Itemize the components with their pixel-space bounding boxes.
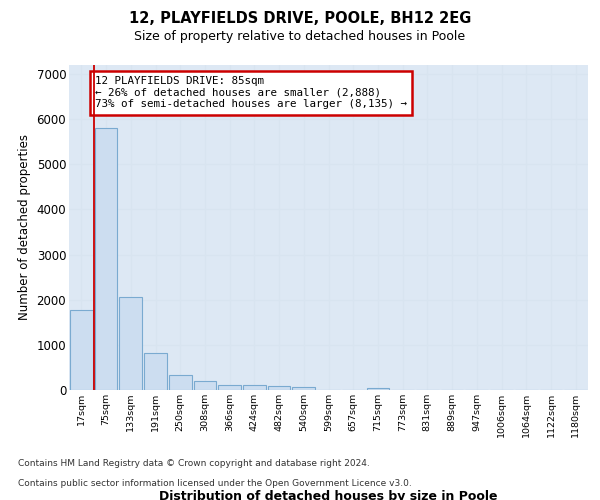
Bar <box>292 387 315 390</box>
Bar <box>194 382 216 390</box>
Bar <box>70 310 93 390</box>
Text: 12, PLAYFIELDS DRIVE, POOLE, BH12 2EG: 12, PLAYFIELDS DRIVE, POOLE, BH12 2EG <box>129 11 471 26</box>
Bar <box>144 353 167 390</box>
Text: Contains HM Land Registry data © Crown copyright and database right 2024.: Contains HM Land Registry data © Crown c… <box>18 458 370 468</box>
Bar <box>268 386 290 390</box>
Bar <box>119 297 142 390</box>
Bar <box>95 128 118 390</box>
Bar <box>218 384 241 390</box>
Bar <box>367 388 389 390</box>
Y-axis label: Number of detached properties: Number of detached properties <box>18 134 31 320</box>
Text: 12 PLAYFIELDS DRIVE: 85sqm
← 26% of detached houses are smaller (2,888)
73% of s: 12 PLAYFIELDS DRIVE: 85sqm ← 26% of deta… <box>95 76 407 110</box>
Bar <box>243 386 266 390</box>
Text: Contains public sector information licensed under the Open Government Licence v3: Contains public sector information licen… <box>18 478 412 488</box>
Text: Size of property relative to detached houses in Poole: Size of property relative to detached ho… <box>134 30 466 43</box>
Bar <box>169 374 191 390</box>
X-axis label: Distribution of detached houses by size in Poole: Distribution of detached houses by size … <box>159 490 498 500</box>
